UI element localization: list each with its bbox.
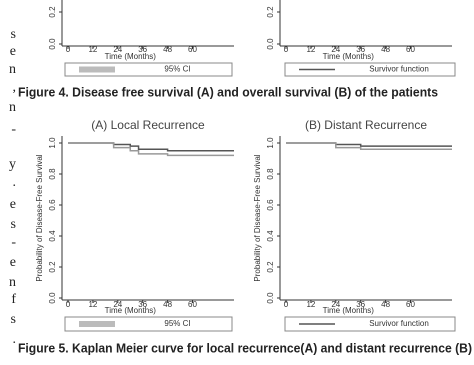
x-tick-label: 48: [163, 300, 172, 309]
margin-text: ,: [13, 80, 17, 95]
legend-box: [64, 316, 233, 332]
x-tick-label: 12: [88, 45, 97, 54]
x-tick-label: 48: [381, 300, 390, 309]
panel-title: (B) Distant Recurrence: [305, 118, 427, 132]
y-axis-label: Probability of Disease-Free Survival: [253, 154, 262, 281]
y-tick-label: 0.0: [48, 38, 57, 50]
y-tick-label: 0.6: [266, 199, 275, 211]
x-tick-label: 60: [188, 45, 197, 54]
survival-curve: [68, 142, 234, 157]
x-tick-label: 12: [306, 300, 315, 309]
margin-text: .: [13, 175, 17, 190]
margin-text: n: [9, 275, 16, 290]
margin-text: s: [11, 27, 16, 42]
legend-swatch: [79, 66, 115, 73]
x-tick-label: 36: [138, 45, 147, 54]
margin-text: n: [9, 100, 16, 115]
y-tick-label: 0.2: [266, 6, 275, 18]
margin-text: e: [10, 197, 16, 212]
x-tick-label: 60: [188, 300, 197, 309]
x-tick-label: 24: [331, 300, 340, 309]
figure-caption: Figure 5. Kaplan Meier curve for local r…: [18, 340, 472, 355]
y-tick-label: 0.4: [48, 230, 57, 242]
margin-text: e: [10, 44, 16, 59]
y-tick-label: 0.2: [48, 261, 57, 273]
margin-text: s: [11, 217, 16, 232]
legend-label: Survivor function: [369, 65, 429, 74]
legend-box: [64, 62, 233, 77]
x-tick-label: 24: [113, 45, 122, 54]
legend-box: [284, 316, 456, 332]
y-tick-label: 0.2: [48, 6, 57, 18]
x-tick-label: 36: [138, 300, 147, 309]
x-tick-label: 0: [66, 45, 71, 54]
x-tick-label: 0: [66, 300, 71, 309]
x-tick-label: 24: [113, 300, 122, 309]
x-tick-label: 48: [381, 45, 390, 54]
y-tick-label: 0.0: [48, 292, 57, 304]
panel-title: (A) Local Recurrence: [91, 118, 205, 132]
x-tick-label: 36: [356, 300, 365, 309]
y-tick-label: 1.0: [48, 137, 57, 149]
x-axis-label: Time (Months): [323, 306, 375, 315]
y-axis-label: Probability of Disease-Free Survival: [35, 154, 44, 281]
y-tick-label: 1.0: [266, 137, 275, 149]
legend-swatch: [79, 321, 115, 327]
x-axis-label: Time (Months): [105, 52, 157, 61]
margin-text: f: [11, 292, 16, 307]
survival-curve: [68, 142, 234, 152]
x-tick-label: 60: [406, 300, 415, 309]
x-axis-label: Time (Months): [323, 52, 375, 61]
x-tick-label: 48: [163, 45, 172, 54]
margin-text: .: [13, 332, 17, 347]
margin-text: e: [10, 255, 16, 270]
legend-label: Survivor function: [369, 319, 429, 328]
y-tick-label: 0.0: [266, 292, 275, 304]
x-axis-label: Time (Months): [105, 306, 157, 315]
margin-text: y: [9, 157, 16, 172]
survival-curve: [286, 142, 452, 150]
figure-caption: Figure 4. Disease free survival (A) and …: [18, 84, 438, 99]
x-tick-label: 12: [88, 300, 97, 309]
x-tick-label: 0: [284, 300, 289, 309]
y-tick-label: 0.6: [48, 199, 57, 211]
y-tick-label: 0.8: [48, 168, 57, 180]
x-tick-label: 36: [356, 45, 365, 54]
y-tick-label: 0.8: [266, 168, 275, 180]
x-tick-label: 60: [406, 45, 415, 54]
x-tick-label: 24: [331, 45, 340, 54]
y-tick-label: 0.2: [266, 261, 275, 273]
margin-text: -: [11, 122, 16, 137]
margin-text: n: [9, 62, 16, 77]
legend-box: [284, 62, 456, 77]
x-tick-label: 12: [306, 45, 315, 54]
margin-text: s: [11, 312, 16, 327]
legend-label: 95% CI: [164, 65, 190, 74]
y-tick-label: 0.0: [266, 38, 275, 50]
y-tick-label: 0.4: [266, 230, 275, 242]
margin-text: -: [11, 235, 16, 250]
legend-label: 95% CI: [164, 319, 190, 328]
x-tick-label: 0: [284, 45, 289, 54]
